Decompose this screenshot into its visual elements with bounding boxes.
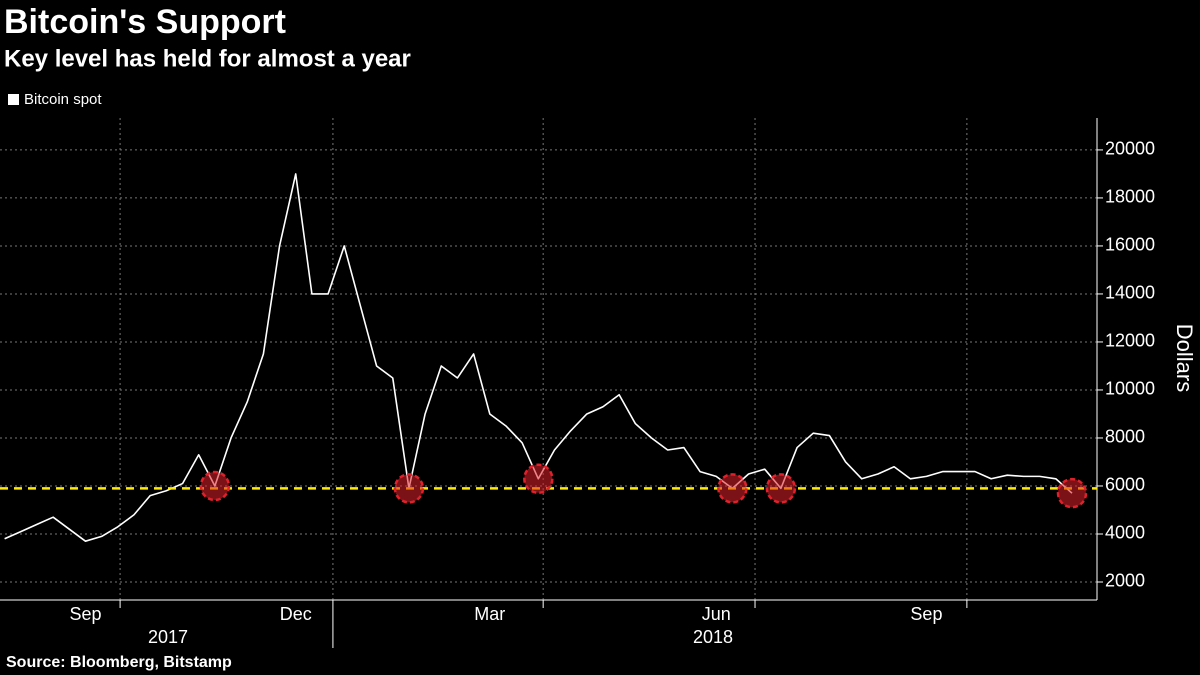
y-tick-label: 14000 (1105, 283, 1155, 303)
x-tick-label: Sep (910, 604, 942, 624)
y-tick-label: 8000 (1105, 427, 1145, 447)
x-tick-label: Mar (474, 604, 505, 624)
support-touch (523, 463, 554, 495)
y-axis-title: Dollars (1172, 324, 1197, 392)
year-label: 2018 (693, 627, 733, 647)
y-tick-label: 4000 (1105, 523, 1145, 543)
y-tick-label: 18000 (1105, 187, 1155, 207)
support-touch (393, 473, 425, 504)
support-touch (1056, 477, 1088, 509)
y-tick-label: 16000 (1105, 235, 1155, 255)
y-tick-label: 12000 (1105, 331, 1155, 351)
year-label: 2017 (148, 627, 188, 647)
support-touch (717, 473, 748, 504)
source: Source: Bloomberg, Bitstamp (6, 654, 232, 671)
legend-label: Bitcoin spot (24, 91, 102, 108)
x-tick-label: Dec (280, 604, 312, 624)
y-tick-label: 20000 (1105, 139, 1155, 159)
x-tick-label: Sep (69, 604, 101, 624)
chart-title: Bitcoin's Support (4, 3, 286, 41)
y-tick-label: 2000 (1105, 571, 1145, 591)
x-tick-label: Jun (702, 604, 731, 624)
legend-swatch (8, 94, 19, 105)
y-tick-label: 10000 (1105, 379, 1155, 399)
support-touch (765, 473, 797, 504)
y-tick-label: 6000 (1105, 475, 1145, 495)
chart-subtitle: Key level has held for almost a year (4, 45, 411, 72)
support-touch (199, 470, 231, 502)
